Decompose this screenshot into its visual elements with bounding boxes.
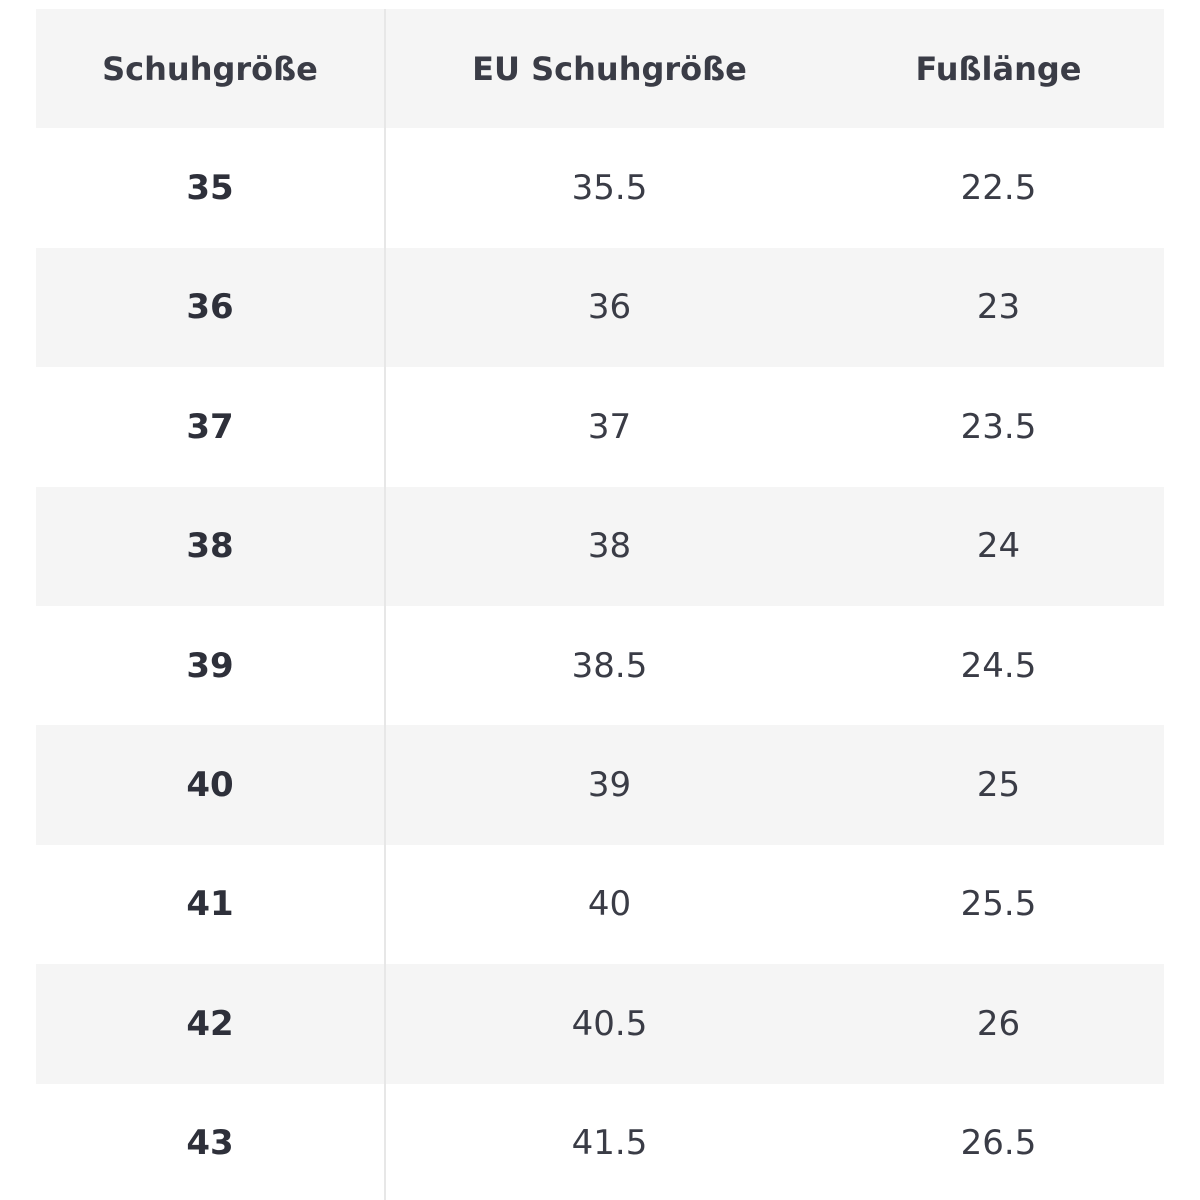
foot-length-cell: 25.5 [960, 884, 1037, 925]
table-row: 37 37 23.5 [36, 367, 1164, 487]
foot-length-cell: 25 [976, 765, 1021, 806]
eu-shoe-size-cell: 39 [587, 765, 632, 806]
foot-length-cell: 22.5 [960, 168, 1037, 209]
foot-length-cell: 24.5 [960, 645, 1037, 686]
eu-shoe-size-cell: 41.5 [571, 1123, 648, 1164]
shoe-size-cell: 41 [36, 844, 386, 965]
eu-shoe-size-cell: 40.5 [571, 1003, 648, 1044]
table-row: 43 41.5 26.5 [36, 1083, 1164, 1200]
table-row: 39 38.5 24.5 [36, 605, 1164, 726]
shoe-size-cell: 43 [36, 1083, 386, 1200]
foot-length-cell: 24 [976, 526, 1021, 567]
size-table: Schuhgröße EU Schuhgröße Fußlänge 35 35.… [36, 9, 1164, 1200]
shoe-size-cell: 37 [36, 367, 386, 487]
foot-length-cell: 26 [976, 1003, 1021, 1044]
table-row: 42 40.5 26 [36, 964, 1164, 1084]
shoe-size-cell: 39 [36, 605, 386, 726]
table-row: 38 38 24 [36, 486, 1164, 606]
table-row: 35 35.5 22.5 [36, 128, 1164, 248]
shoe-size-cell: 36 [36, 247, 386, 368]
column-header-eu-shoe-size: EU Schuhgröße [472, 49, 747, 88]
eu-shoe-size-cell: 40 [587, 884, 632, 925]
eu-shoe-size-cell: 38 [587, 526, 632, 567]
shoe-size-cell: 35 [36, 128, 386, 248]
eu-shoe-size-cell: 35.5 [571, 168, 648, 209]
eu-shoe-size-cell: 38.5 [571, 645, 648, 686]
eu-shoe-size-cell: 36 [587, 287, 632, 328]
table-row: 36 36 23 [36, 247, 1164, 368]
column-header-shoe-size: Schuhgröße [36, 9, 386, 129]
table-row: 41 40 25.5 [36, 844, 1164, 965]
shoe-size-cell: 40 [36, 725, 386, 845]
eu-shoe-size-cell: 37 [587, 406, 632, 447]
foot-length-cell: 23.5 [960, 406, 1037, 447]
foot-length-cell: 23 [976, 287, 1021, 328]
table-header-row: Schuhgröße EU Schuhgröße Fußlänge [36, 9, 1164, 129]
shoe-size-cell: 38 [36, 486, 386, 606]
foot-length-cell: 26.5 [960, 1123, 1037, 1164]
shoe-size-cell: 42 [36, 964, 386, 1084]
table-row: 40 39 25 [36, 725, 1164, 845]
column-header-foot-length: Fußlänge [915, 49, 1082, 88]
